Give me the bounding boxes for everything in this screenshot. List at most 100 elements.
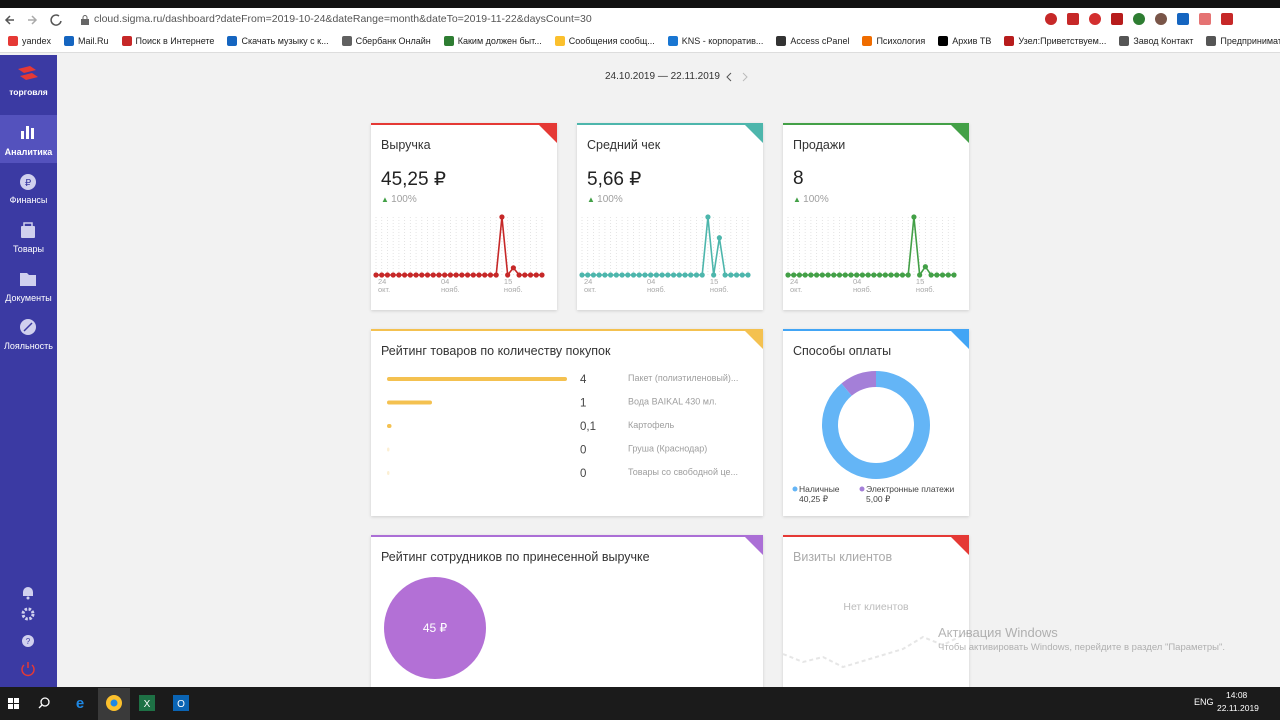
data-point (854, 272, 860, 278)
kpi-change-value: 100% (597, 194, 623, 205)
kpi-change-value: 100% (391, 194, 417, 205)
data-point (585, 272, 591, 278)
data-point (659, 272, 665, 278)
x-tick-label: 24 окт. (790, 277, 803, 294)
bookmark[interactable]: Сообщения сообщ... (554, 36, 655, 46)
legend-label: Наличные (799, 484, 840, 494)
corner (745, 331, 763, 349)
x-tick-label: 15 нояб. (915, 277, 935, 294)
data-point (390, 272, 396, 278)
address-bar: cloud.sigma.ru/dashboard?dateFrom=2019-1… (0, 8, 1280, 32)
data-point (653, 272, 660, 278)
product-name: Товары со свободной це... (628, 467, 738, 477)
corner-accent (951, 125, 969, 143)
bookmark-label: Access cPanel (790, 36, 850, 46)
data-point (842, 272, 848, 278)
data-point (711, 272, 717, 278)
language[interactable]: ENG (1194, 697, 1214, 707)
corner-accent (745, 537, 763, 555)
data-point (539, 272, 545, 278)
nav-item[interactable]: Финансы (9, 195, 48, 205)
bar (387, 424, 392, 428)
bookmark[interactable]: Поиск в Интернете (121, 36, 215, 46)
card-title: Рейтинг сотрудников по принесенной выруч… (381, 550, 650, 564)
bookmark[interactable]: yandex (8, 36, 51, 46)
data-point (407, 272, 413, 278)
bookmark-label: Mail.Ru (78, 36, 109, 46)
bookmark[interactable]: Узел:Приветствуем... (1004, 36, 1106, 46)
data-point (527, 272, 534, 278)
data-point (522, 272, 528, 278)
corner (539, 125, 557, 143)
brand-name: торговля (9, 87, 48, 97)
rating-bars: 4 Пакет (полиэтиленовый)... 1 Вода BAIKAL 4… (387, 373, 738, 480)
data-point (379, 272, 385, 278)
card-title: Рейтинг товаров по количеству покупок (381, 344, 611, 358)
data-point (590, 272, 597, 278)
product-name: Груша (Краснодар) (628, 444, 707, 454)
data-point (453, 272, 459, 278)
taskbar-icons[interactable]: e X O (0, 687, 200, 720)
data-point (882, 272, 888, 278)
bar (387, 400, 432, 405)
svg-text:₽: ₽ (25, 178, 32, 189)
data-point (899, 272, 906, 278)
corner-accent (951, 537, 969, 555)
bar-value: 0 (580, 468, 586, 480)
bookmark[interactable]: Mail.Ru (64, 36, 109, 46)
clock-date: 22.11.2019 (1217, 703, 1259, 713)
corner-accent (539, 125, 557, 143)
data-point (682, 272, 688, 278)
data-point (676, 272, 682, 278)
nav-item[interactable]: Лояльность (3, 341, 53, 351)
data-point (419, 272, 425, 278)
bookmark[interactable]: Скачать музыку с к... (227, 36, 329, 46)
bookmark-label: Поиск в Интернете (135, 36, 215, 46)
corner-accent (745, 331, 763, 349)
nav-item[interactable]: Документы (5, 293, 52, 303)
bookmark-label: Сообщения сообщ... (568, 36, 655, 46)
nav-item[interactable]: Товары (13, 244, 44, 254)
corner (951, 125, 969, 143)
brand-logo (18, 66, 38, 80)
bookmark[interactable]: Архив ТВ (938, 36, 991, 46)
bookmark-label: Узел:Приветствуем... (1018, 36, 1107, 46)
bookmark[interactable]: Каким должен быт... (443, 36, 542, 46)
data-point (430, 272, 436, 278)
url[interactable]: cloud.sigma.ru/dashboard?dateFrom=2019-1… (94, 13, 592, 25)
watermark-text: Чтобы активировать Windows, перейдите в … (938, 642, 1225, 653)
bookmark[interactable]: Access cPanel (776, 36, 849, 46)
x-tick-label: 15 нояб. (503, 277, 523, 294)
bookmark-label: Архив ТВ (952, 36, 992, 46)
screen-edge (0, 0, 1280, 8)
bookmark[interactable]: Предприниматель (1206, 36, 1280, 46)
bookmark[interactable]: Сбербанк Онлайн (341, 36, 431, 46)
corner (745, 537, 763, 555)
data-point (402, 272, 408, 278)
data-point (705, 214, 711, 220)
nav-buttons[interactable] (4, 12, 68, 28)
data-point (602, 272, 608, 278)
date-nav[interactable] (724, 71, 750, 83)
data-point (648, 272, 654, 278)
kpi-card: Средний чек 5,66 ₽ ▲ 100% 24 окт. 04 нояб. 15… (577, 123, 763, 310)
data-point (579, 272, 585, 278)
sidebar: торговля ₽ ? Аналитика Финансы Товары Докум… (0, 55, 57, 687)
bookmark[interactable]: KNS - корпоратив... (667, 36, 763, 46)
corner (745, 125, 763, 143)
x-tick-label: 24 окт. (584, 277, 597, 294)
bookmark[interactable]: Психология (862, 36, 925, 46)
svg-text:?: ? (26, 637, 31, 646)
employee-value: 45 ₽ (423, 621, 448, 635)
bookmark[interactable]: Завод Контакт (1119, 36, 1193, 46)
data-point (836, 272, 843, 278)
product-name: Картофель (628, 420, 674, 430)
bar-value: 0 (580, 445, 586, 457)
nav-item[interactable]: Аналитика (4, 147, 53, 157)
data-point (693, 272, 700, 278)
donut-segment (822, 371, 930, 479)
data-point (814, 272, 820, 278)
legend-value: 5,00 ₽ (866, 494, 891, 504)
